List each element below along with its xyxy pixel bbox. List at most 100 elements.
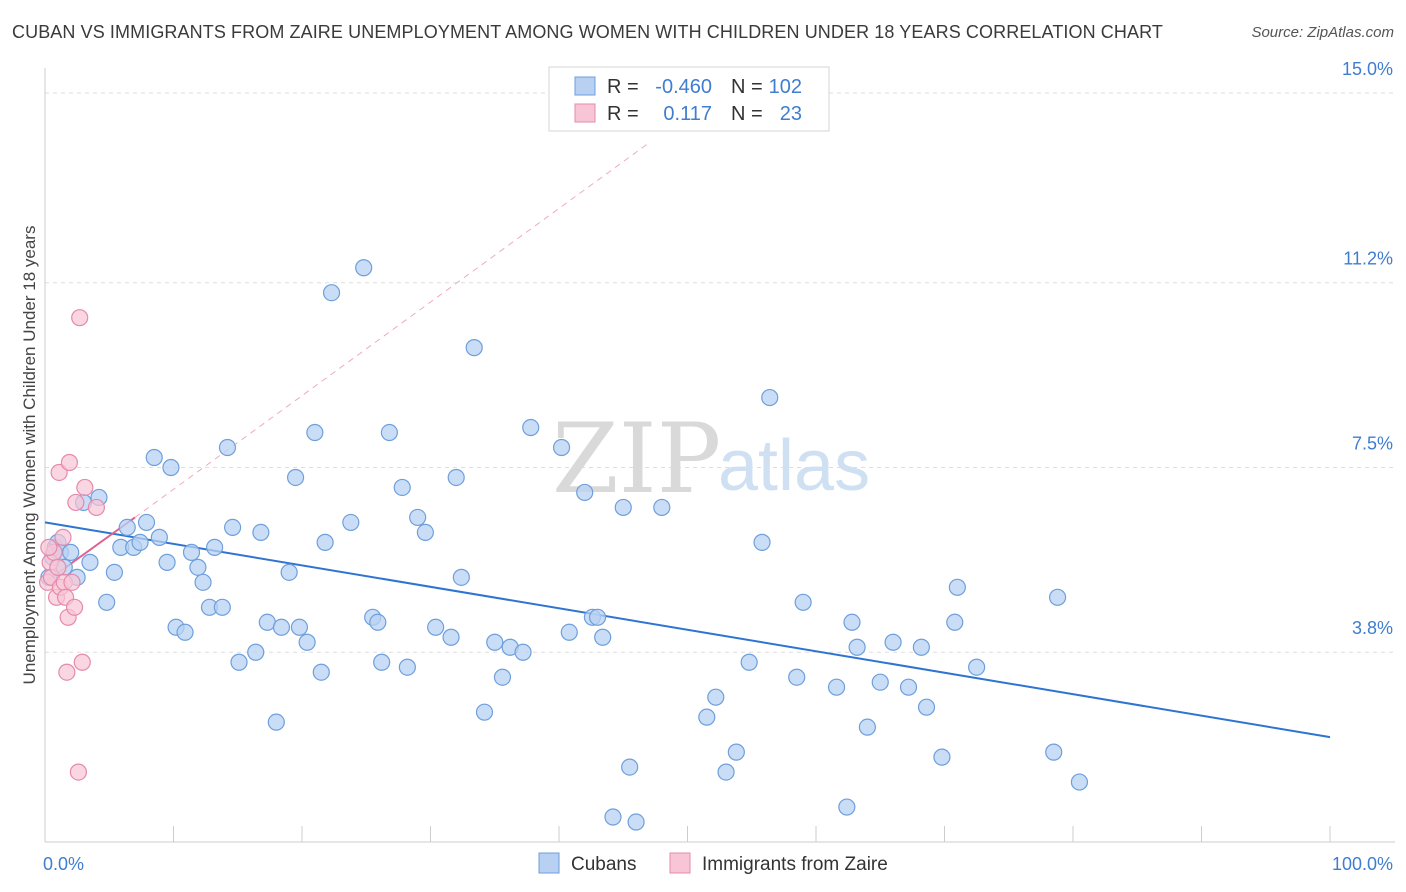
y-tick-label-0: 3.8% xyxy=(1352,618,1393,638)
cubans-point-82 xyxy=(740,653,758,671)
cubans-point-101 xyxy=(1045,743,1063,761)
cubans-point-28 xyxy=(206,538,224,556)
cubans-point-65 xyxy=(514,643,532,661)
cubans-point-72 xyxy=(594,628,612,646)
cubans-point-39 xyxy=(286,468,305,487)
legend-n-value-cubans: 102 xyxy=(769,76,802,98)
zaire-point-6 xyxy=(50,463,68,482)
cubans-point-36 xyxy=(267,713,285,731)
bottom-legend-swatch-cubans xyxy=(538,852,560,874)
cubans-point-60 xyxy=(465,339,483,357)
cubans-point-103 xyxy=(1070,773,1089,791)
cubans-point-71 xyxy=(588,608,607,626)
zaire-point-17 xyxy=(69,763,88,781)
zaire-point-15 xyxy=(65,598,84,616)
cubans-point-67 xyxy=(552,438,571,457)
cubans-point-34 xyxy=(252,523,270,542)
bottom-legend-label-zaire: Immigrants from Zaire xyxy=(702,854,888,875)
zaire-point-21 xyxy=(87,498,106,517)
zaire-point-11 xyxy=(58,663,76,681)
cubans-point-96 xyxy=(917,698,936,716)
legend-swatch-cubans xyxy=(574,76,596,96)
cubans-point-62 xyxy=(486,633,504,651)
cubans-point-24 xyxy=(182,543,201,561)
legend-r-value-cubans: -0.460 xyxy=(655,76,712,98)
cubans-point-84 xyxy=(761,388,779,407)
cubans-point-92 xyxy=(871,673,889,691)
cubans-point-18 xyxy=(145,448,163,467)
cubans-point-95 xyxy=(912,638,930,656)
legend-r-label-cubans: R = xyxy=(607,76,639,98)
cubans-point-93 xyxy=(884,633,902,651)
cubans-point-90 xyxy=(848,638,866,656)
cubans-point-74 xyxy=(614,498,632,517)
cubans-point-32 xyxy=(230,653,248,671)
legend-r-value-zaire: 0.117 xyxy=(663,103,712,125)
cubans-point-66 xyxy=(522,418,540,437)
trend-line-cubans xyxy=(44,521,1331,739)
cubans-point-52 xyxy=(393,478,411,497)
cubans-points xyxy=(40,259,1089,831)
cubans-point-86 xyxy=(794,593,812,611)
cubans-point-46 xyxy=(342,513,360,532)
cubans-point-38 xyxy=(280,563,298,581)
cubans-point-14 xyxy=(118,518,136,537)
correlation-legend: R = -0.460 N = 102 R = 0.117 N = 23 xyxy=(548,66,830,132)
cubans-point-57 xyxy=(442,628,460,646)
zaire-point-22 xyxy=(40,538,58,556)
cubans-point-75 xyxy=(621,758,639,776)
trend-line-zaire-extension xyxy=(134,142,650,518)
cubans-point-83 xyxy=(753,533,771,551)
cubans-point-87 xyxy=(827,678,846,696)
zaire-point-18 xyxy=(71,309,89,327)
cubans-point-11 xyxy=(98,593,116,611)
cubans-point-76 xyxy=(627,813,645,831)
legend-r-label-zaire: R = xyxy=(607,103,639,125)
cubans-point-43 xyxy=(312,663,330,681)
cubans-point-45 xyxy=(322,284,341,302)
cubans-point-80 xyxy=(717,763,735,781)
cubans-point-78 xyxy=(698,708,716,726)
cubans-point-33 xyxy=(247,643,265,661)
watermark-zip: ZIP xyxy=(552,403,721,515)
cubans-point-89 xyxy=(843,613,861,631)
cubans-point-6 xyxy=(62,543,80,561)
cubans-point-68 xyxy=(560,623,578,641)
cubans-point-51 xyxy=(380,423,398,442)
zaire-points xyxy=(38,309,106,781)
cubans-point-17 xyxy=(137,513,156,532)
legend-box xyxy=(548,66,830,132)
grid-lines xyxy=(45,92,1395,653)
cubans-point-58 xyxy=(447,468,465,487)
cubans-point-41 xyxy=(298,633,316,651)
cubans-point-61 xyxy=(475,703,494,721)
watermark-atlas: atlas xyxy=(718,426,870,506)
y-axis-label: Unemployment Among Women with Children U… xyxy=(20,226,39,685)
legend-n-label-zaire: N = xyxy=(731,103,763,125)
cubans-point-54 xyxy=(409,508,427,527)
cubans-point-42 xyxy=(306,423,324,442)
cubans-point-12 xyxy=(105,563,123,581)
cubans-point-100 xyxy=(968,658,986,676)
cubans-point-88 xyxy=(838,798,856,816)
cubans-point-26 xyxy=(194,573,212,591)
cubans-point-81 xyxy=(727,743,745,761)
cubans-point-63 xyxy=(493,668,512,686)
zaire-point-8 xyxy=(54,528,72,546)
cubans-point-91 xyxy=(858,718,877,736)
cubans-point-73 xyxy=(604,808,622,826)
zaire-point-16 xyxy=(67,493,85,512)
cubans-point-77 xyxy=(653,498,671,517)
y-tick-label-2: 11.2% xyxy=(1343,249,1393,269)
cubans-point-29 xyxy=(213,598,231,616)
cubans-point-37 xyxy=(272,618,291,636)
x-tick-label-min: 0.0% xyxy=(43,854,84,874)
zaire-point-19 xyxy=(73,653,91,671)
y-tick-labels: 3.8% 7.5% 11.2% 15.0% xyxy=(1342,59,1393,638)
cubans-point-69 xyxy=(576,483,594,502)
cubans-point-53 xyxy=(398,658,416,676)
cubans-point-31 xyxy=(224,518,242,537)
chart-title: CUBAN VS IMMIGRANTS FROM ZAIRE UNEMPLOYM… xyxy=(12,22,1163,42)
cubans-point-79 xyxy=(707,688,725,706)
